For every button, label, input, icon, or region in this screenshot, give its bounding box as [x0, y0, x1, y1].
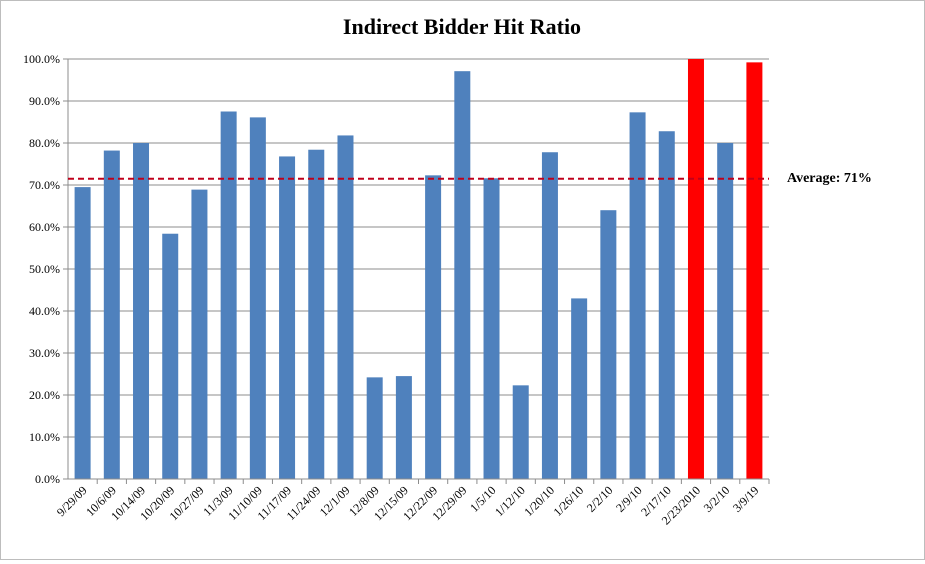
bar — [600, 210, 617, 479]
y-tick-label: 50.0% — [29, 262, 60, 276]
bar — [162, 233, 179, 479]
bar — [249, 117, 266, 479]
x-tick-label: 12/1/09 — [317, 483, 353, 519]
bar — [658, 131, 675, 480]
bar — [366, 377, 383, 479]
y-tick-label: 80.0% — [29, 136, 60, 150]
bar — [191, 189, 208, 479]
bar — [483, 178, 500, 479]
x-tick-label: 1/12/10 — [492, 483, 528, 519]
x-tick-label: 3/9/19 — [730, 483, 762, 515]
x-tick-label: 2/2/10 — [584, 483, 616, 515]
chart-title: Indirect Bidder Hit Ratio — [343, 14, 581, 39]
x-tick-label: 1/20/10 — [521, 483, 557, 519]
y-tick-label: 70.0% — [29, 178, 60, 192]
y-tick-label: 10.0% — [29, 430, 60, 444]
bar — [74, 187, 91, 479]
y-tick-label: 0.0% — [35, 472, 60, 486]
average-label: Average: 71% — [787, 171, 872, 186]
bar — [220, 111, 237, 479]
bar — [629, 112, 646, 479]
bar — [133, 143, 150, 479]
x-tick-label: 3/2/10 — [701, 483, 733, 515]
bar — [512, 385, 529, 479]
x-tick-label: 9/29/09 — [54, 483, 90, 519]
bar — [425, 175, 442, 479]
y-tick-label: 100.0% — [23, 52, 60, 66]
average-reference: Average: 71% — [68, 171, 872, 186]
y-tick-label: 30.0% — [29, 346, 60, 360]
x-axis-ticks: 9/29/0910/6/0910/14/0910/20/0910/27/0911… — [54, 479, 770, 528]
y-tick-label: 20.0% — [29, 388, 60, 402]
bar — [541, 152, 558, 480]
bar — [279, 156, 296, 479]
bar — [103, 150, 120, 479]
bar — [395, 376, 412, 479]
bar — [571, 298, 588, 479]
bar — [717, 143, 734, 479]
y-tick-label: 90.0% — [29, 94, 60, 108]
bar — [454, 71, 471, 480]
x-tick-label: 1/26/10 — [550, 483, 586, 519]
y-axis-ticks: 0.0% 10.0% 20.0% 30.0% 40.0% 50.0% 60.0% 70.0% 8… — [23, 52, 68, 486]
y-tick-label: 60.0% — [29, 220, 60, 234]
bar-highlighted — [687, 59, 704, 479]
bar-highlighted — [746, 62, 763, 480]
gridlines — [68, 58, 769, 438]
bar — [308, 149, 325, 479]
axes — [67, 59, 769, 480]
y-tick-label: 40.0% — [29, 304, 60, 318]
bar — [337, 135, 354, 479]
bars — [74, 59, 763, 480]
